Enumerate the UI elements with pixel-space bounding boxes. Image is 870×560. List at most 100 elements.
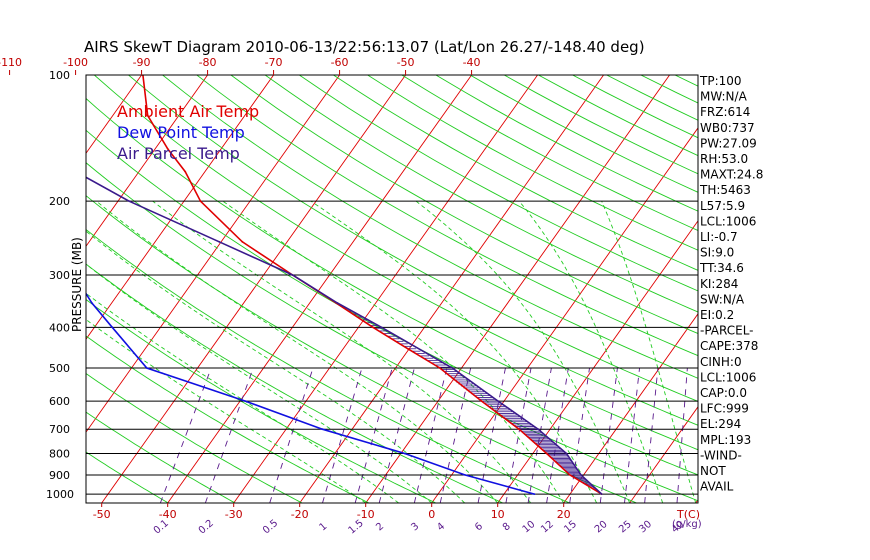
- dry-adiabat-line: [86, 372, 303, 503]
- dry-adiabat-line: [264, 75, 698, 313]
- data-point: [31, 200, 33, 202]
- stat-item: KI:284: [700, 277, 738, 291]
- data-point: [451, 367, 454, 369]
- dry-adiabat-line: [503, 75, 698, 175]
- mixing-ratio-line: [599, 367, 618, 503]
- stat-item: LFC:999: [700, 402, 749, 416]
- stat-item: TP:100: [699, 74, 742, 88]
- top-temp-tick-label: -60: [331, 56, 349, 69]
- plot-frame: [85, 74, 699, 504]
- stat-item: LCL:1006: [700, 370, 756, 384]
- pressure-tick-label: 700: [49, 423, 70, 436]
- mixing-ratio-tick-label: 2: [374, 521, 386, 534]
- mixing-ratio-tick-label: 12: [539, 519, 556, 536]
- dry-adiabat-line: [230, 75, 698, 335]
- dry-adiabat-line: [743, 75, 870, 503]
- isotherm-line: [365, 75, 670, 503]
- data-point: [580, 474, 582, 476]
- dry-adiabat-line: [86, 228, 570, 503]
- mixing-ratio-tick-label: 0.2: [197, 518, 216, 537]
- mixing-ratio-unit: (g/kg): [672, 519, 702, 530]
- stat-item: RH:53.0: [700, 152, 748, 166]
- legend-entry: Ambient Air Temp: [117, 102, 259, 121]
- data-point: [18, 74, 20, 76]
- mixing-ratio-tick-label: 1: [317, 521, 329, 534]
- stat-item: MW:N/A: [700, 90, 748, 104]
- mixing-ratio-tick-label: 6: [473, 521, 485, 534]
- isotherm-line: [86, 75, 274, 340]
- stat-item: CAPE:378: [700, 339, 758, 353]
- pressure-tick-label: 800: [49, 448, 70, 461]
- data-point: [34, 148, 36, 150]
- bottom-temp-tick-label: 10: [491, 508, 505, 521]
- moist-adiabat-line: [86, 263, 432, 503]
- mixing-ratio-tick-label: 0.5: [261, 518, 280, 537]
- dry-adiabat-line: [86, 263, 504, 503]
- stat-item: SI:9.0: [700, 246, 734, 260]
- dry-adiabat-line: [86, 451, 169, 503]
- mixing-ratio-tick-label: 8: [501, 521, 513, 534]
- dew-point-temp-line: [86, 292, 535, 495]
- data-point: [372, 326, 374, 329]
- isotherm-line: [762, 75, 870, 503]
- data-point: [600, 493, 603, 495]
- bottom-temp-tick-label: -10: [357, 508, 375, 521]
- top-temp-tick-label: -70: [265, 56, 283, 69]
- data-point: [218, 240, 221, 243]
- data-point: [438, 367, 441, 369]
- stat-item: FRZ:614: [700, 105, 750, 119]
- data-point: [199, 200, 202, 203]
- pressure-tick-label: 1000: [46, 488, 74, 501]
- pressure-tick-label: 500: [49, 362, 70, 375]
- stat-item: -PARCEL-: [700, 324, 754, 338]
- isotherm-line: [629, 406, 698, 503]
- pressure-tick-label: 600: [49, 395, 70, 408]
- bottom-temp-tick-label: -30: [225, 508, 243, 521]
- isotherm-line: [86, 75, 208, 248]
- data-point: [291, 274, 294, 276]
- dry-adiabat-line: [196, 75, 698, 357]
- mixing-ratio-tick-label: 20: [593, 519, 610, 536]
- moist-adiabat-line: [518, 200, 664, 503]
- dry-adiabat-line: [778, 75, 870, 503]
- top-temp-tick-label: -40: [463, 56, 481, 69]
- data-point: [380, 326, 383, 329]
- data-point: [321, 428, 324, 431]
- isotherm-line: [828, 75, 870, 503]
- data-point: [111, 326, 114, 329]
- stat-item: SW:N/A: [700, 292, 745, 306]
- data-point: [545, 452, 548, 455]
- mixing-ratio-line: [159, 367, 212, 503]
- stat-item: L57:5.9: [700, 199, 745, 213]
- isotherm-line: [431, 127, 698, 503]
- chart-title: AIRS SkewT Diagram 2010-06-13/22:56:13.0…: [84, 38, 645, 56]
- isotherm-line: [563, 313, 698, 503]
- bottom-temp-tick-label: -40: [159, 508, 177, 521]
- dry-adiabat-line: [435, 75, 698, 212]
- stat-item: -WIND-: [700, 448, 742, 462]
- stat-item: EL:294: [700, 417, 741, 431]
- ambient-air-temp-line: [142, 75, 603, 495]
- top-temp-tick-label: -100: [63, 56, 88, 69]
- mixing-ratio-line: [204, 367, 254, 503]
- pressure-tick-label: 100: [49, 69, 70, 82]
- moist-adiabat-line: [222, 200, 565, 503]
- stat-item: LI:-0.7: [700, 230, 738, 244]
- data-point: [166, 147, 169, 150]
- dry-adiabat-line: [401, 75, 698, 232]
- stat-item: AVAIL: [700, 480, 734, 494]
- mixing-ratio-tick-label: 30: [637, 519, 654, 536]
- legend-entry: Dew Point Temp: [117, 123, 245, 142]
- data-point: [241, 240, 244, 243]
- dry-adiabat-line: [86, 129, 698, 476]
- data-point: [497, 400, 499, 402]
- data-point: [407, 347, 409, 350]
- top-temp-tick-label: -80: [199, 56, 217, 69]
- isotherm-line: [101, 75, 406, 503]
- mixing-ratio-line: [644, 367, 659, 503]
- isotherm-line: [0, 75, 10, 503]
- dry-adiabat-line: [162, 75, 698, 379]
- dry-adiabat-line: [86, 411, 236, 503]
